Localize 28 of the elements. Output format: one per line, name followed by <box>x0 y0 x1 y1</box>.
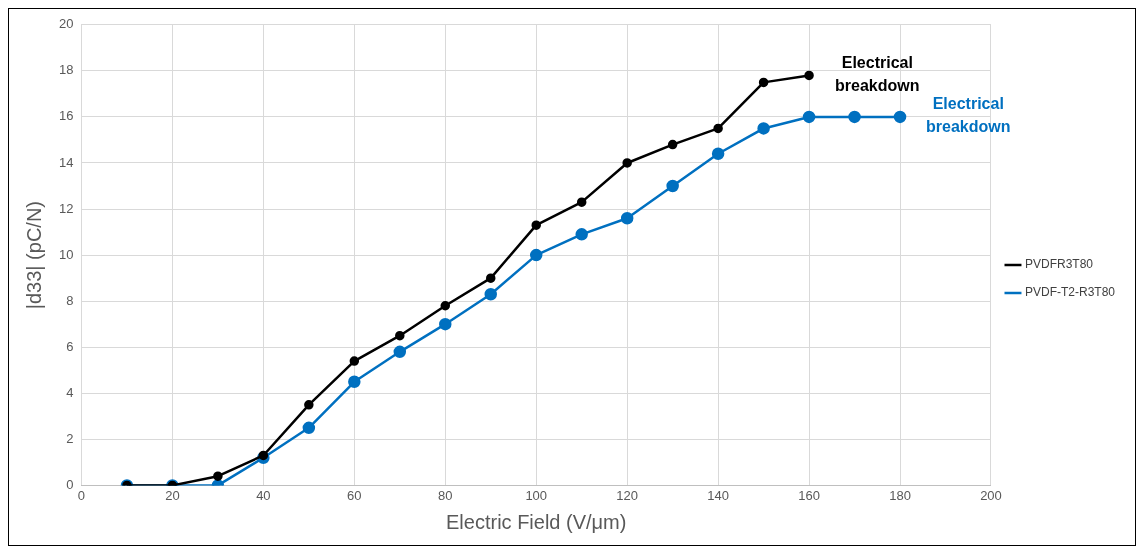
y-axis-title: |d33| (pC/N) <box>22 201 45 310</box>
x-tick-label: 80 <box>438 487 453 503</box>
legend-label: PVDFR3T80 <box>1024 257 1094 272</box>
x-tick-label: 120 <box>616 487 639 503</box>
legend-label: PVDF-T2-R3T80 <box>1024 285 1116 300</box>
x-tick-label: 160 <box>798 487 820 503</box>
x-tick-label: 40 <box>256 487 271 503</box>
y-tick-label: 14 <box>58 154 74 170</box>
y-tick-label: 16 <box>58 108 74 124</box>
annotation: Electrical breakdown <box>926 95 1011 136</box>
y-tick-label: 12 <box>58 200 74 216</box>
y-tick-label: 2 <box>66 430 74 446</box>
y-tick-label: 10 <box>58 246 74 262</box>
x-tick-label: 180 <box>889 487 911 503</box>
x-tick-label: 20 <box>165 487 180 503</box>
x-axis-title: Electric Field (V/μm) <box>446 510 627 533</box>
y-tick-label: 4 <box>66 384 74 400</box>
y-tick-label: 18 <box>58 62 74 78</box>
y-tick-label: 8 <box>66 292 74 308</box>
x-tick-label: 60 <box>347 487 362 503</box>
x-tick-label: 140 <box>707 487 729 503</box>
y-tick-label: 6 <box>66 338 74 354</box>
x-tick-label: 100 <box>525 487 548 503</box>
x-tick-label: 200 <box>980 487 1002 503</box>
y-tick-label: 20 <box>58 16 74 32</box>
x-tick-label: 0 <box>77 487 86 503</box>
annotation: Electrical breakdown <box>835 53 920 94</box>
y-tick-label: 0 <box>66 476 74 492</box>
